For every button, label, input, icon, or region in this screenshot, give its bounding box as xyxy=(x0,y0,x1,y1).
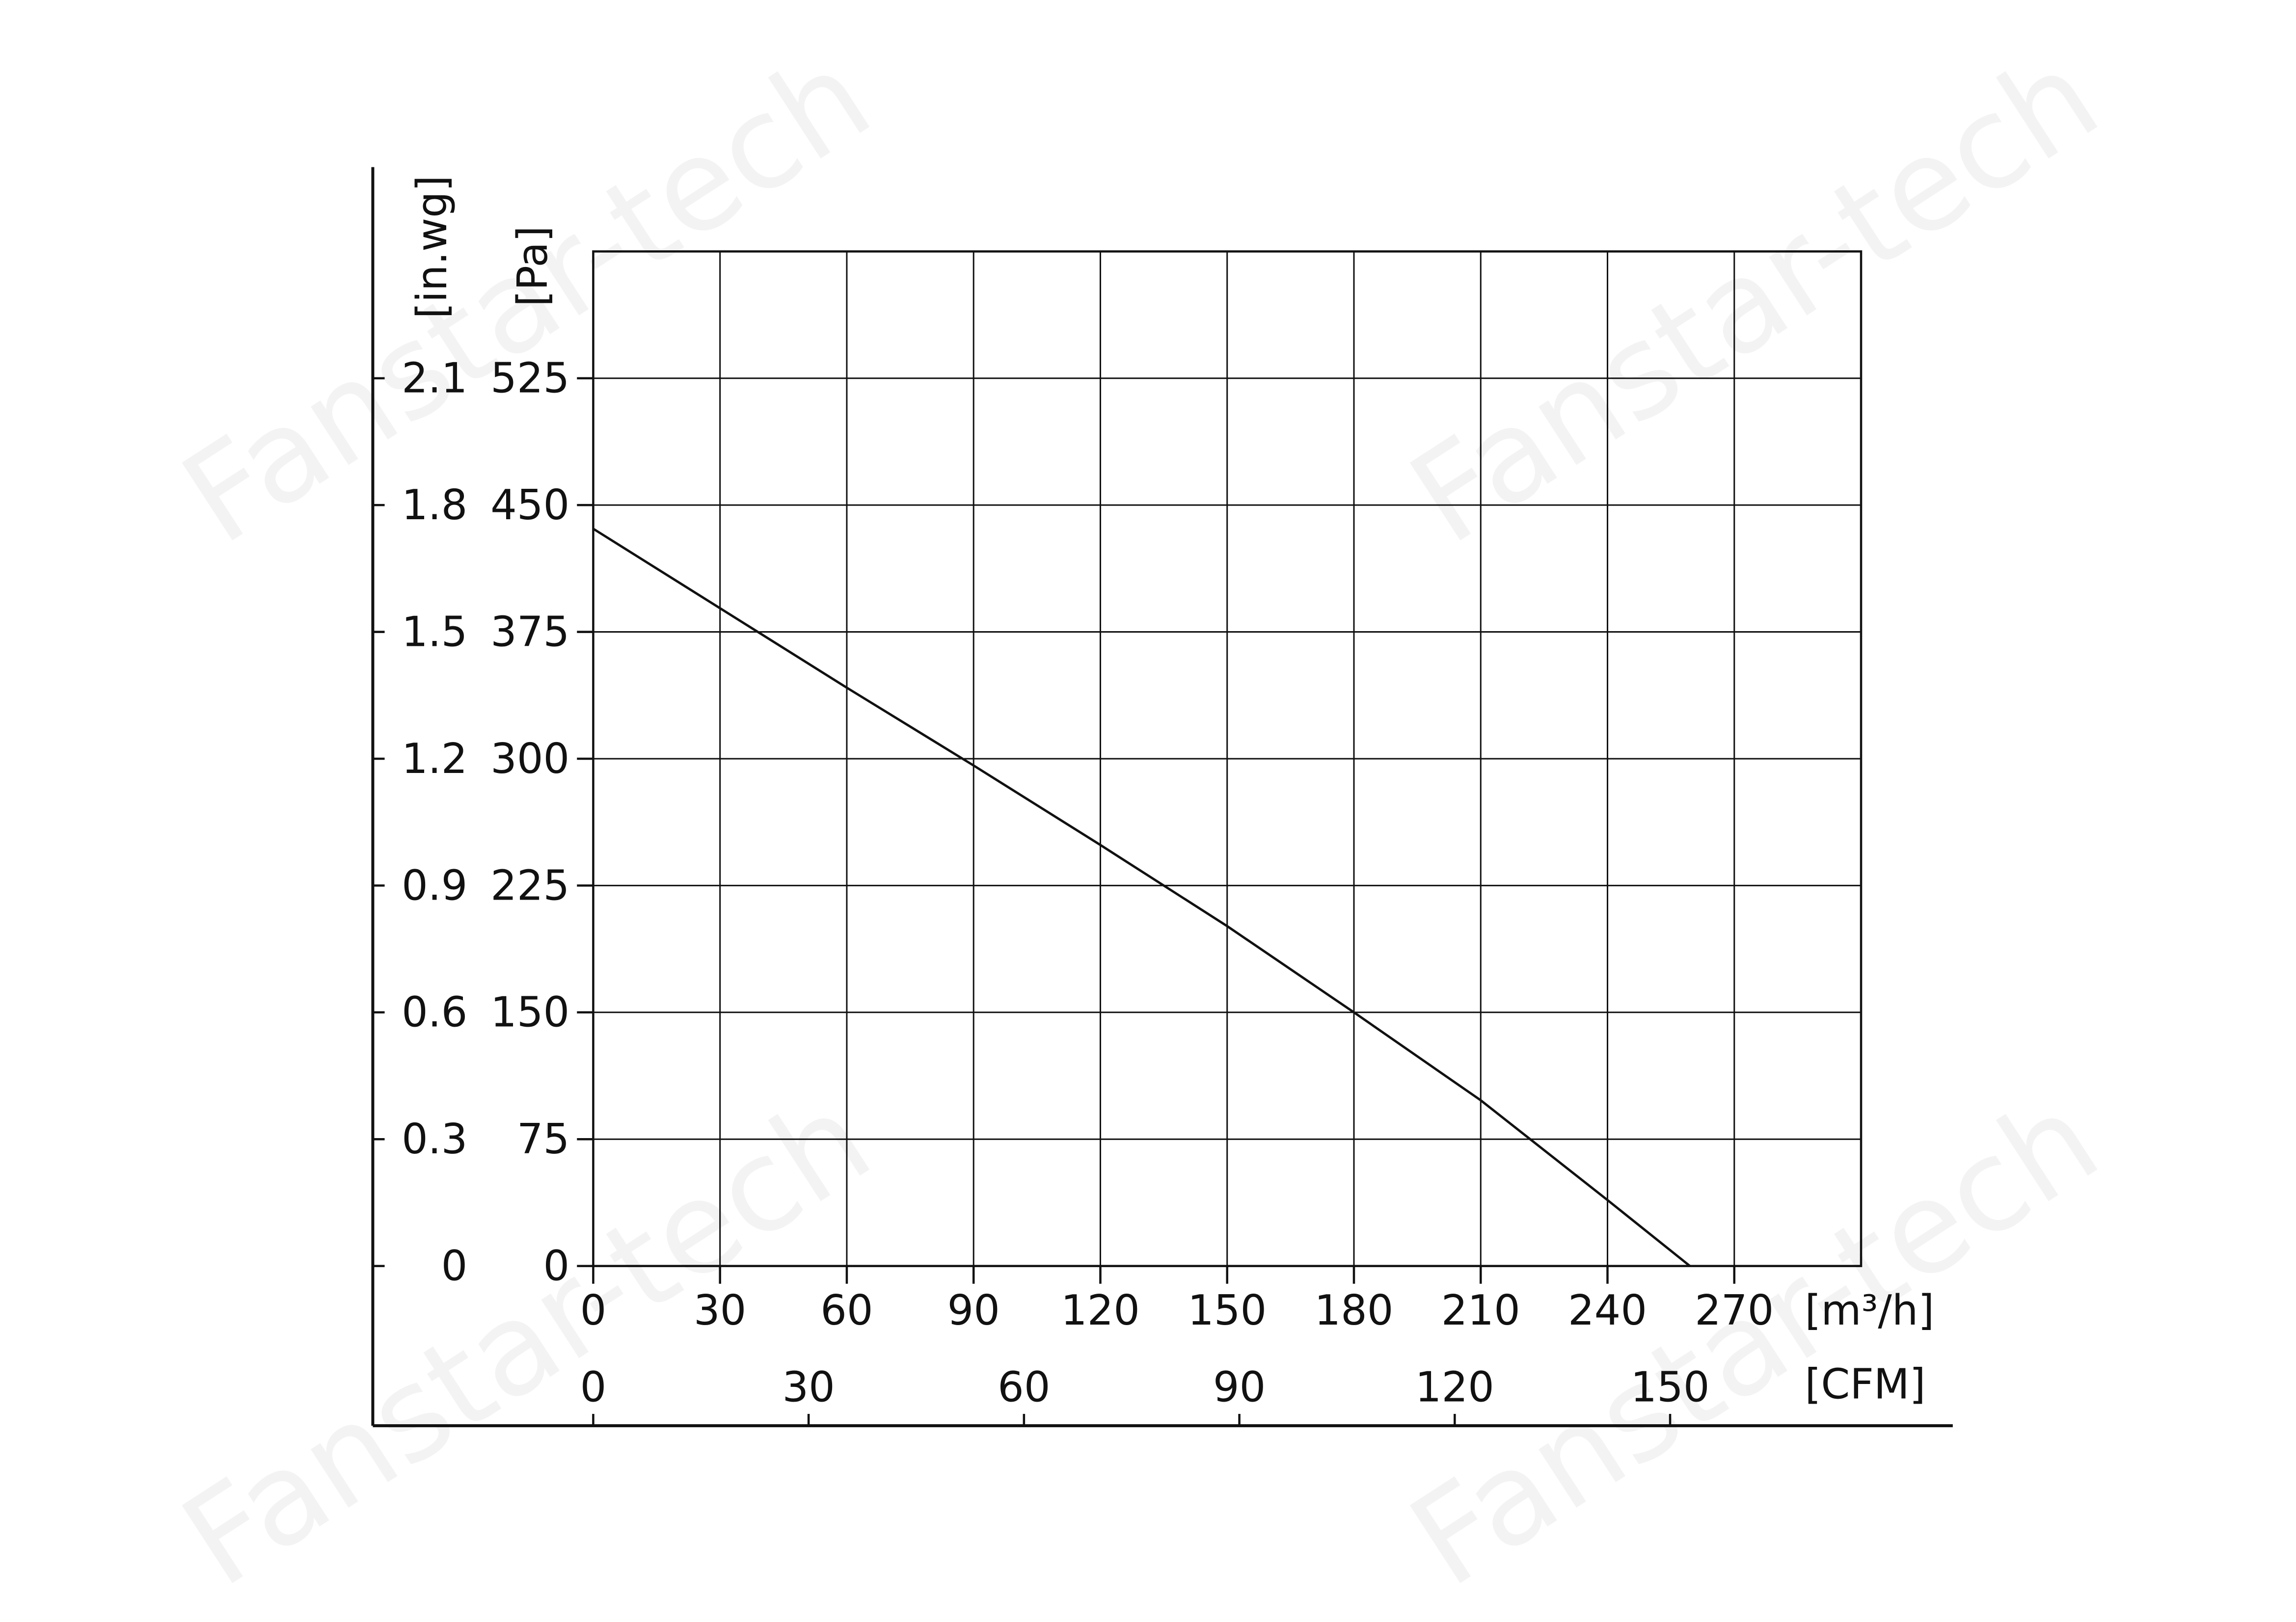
x-tick-label: 270 xyxy=(1695,1286,1774,1334)
x2-tick-label: 30 xyxy=(782,1363,835,1411)
y-tick-label: 525 xyxy=(490,354,569,402)
x-tick-label: 180 xyxy=(1314,1286,1393,1334)
x2-tick-label: 90 xyxy=(1213,1363,1266,1411)
y-tick-label: 225 xyxy=(490,861,569,909)
y-tick-label: 0 xyxy=(543,1242,570,1290)
x2-tick-label: 0 xyxy=(580,1363,607,1411)
y2-tick-label: 1.2 xyxy=(402,735,467,783)
y2-tick-label: 2.1 xyxy=(402,354,467,402)
x-axis-label: [m³/h] xyxy=(1805,1286,1935,1334)
y2-tick-label: 0.3 xyxy=(402,1115,467,1163)
x-tick-label: 120 xyxy=(1061,1286,1140,1334)
x2-tick-label: 60 xyxy=(998,1363,1050,1411)
x-tick-label: 30 xyxy=(694,1286,746,1334)
x-tick-label: 0 xyxy=(580,1286,607,1334)
x-tick-label: 210 xyxy=(1441,1286,1520,1334)
y-tick-label: 450 xyxy=(490,481,569,529)
x2-tick-label: 120 xyxy=(1415,1363,1494,1411)
watermark: Fanstar-tech xyxy=(1386,1065,2123,1616)
curve xyxy=(593,528,1691,1267)
watermark: Fanstar-tech xyxy=(1386,22,2123,573)
y-tick-label: 75 xyxy=(517,1115,569,1163)
y2-tick-label: 0 xyxy=(441,1242,468,1290)
y-tick-label: 150 xyxy=(490,988,569,1037)
y-tick-label: 375 xyxy=(490,608,569,656)
y2-tick-label: 0.6 xyxy=(402,988,467,1037)
x-tick-label: 60 xyxy=(820,1286,873,1334)
y2-tick-label: 1.8 xyxy=(402,481,467,529)
x-tick-label: 240 xyxy=(1568,1286,1647,1334)
y2-tick-label: 1.5 xyxy=(402,608,467,656)
x-tick-label: 90 xyxy=(947,1286,1000,1334)
x2-tick-label: 150 xyxy=(1631,1363,1710,1411)
x-tick-label: 150 xyxy=(1188,1286,1267,1334)
y-tick-label: 300 xyxy=(490,735,569,783)
x2-axis-label: [CFM] xyxy=(1805,1360,1926,1409)
y2-axis-label: [in.wg] xyxy=(408,175,456,319)
y-axis-label: [Pa] xyxy=(509,226,557,307)
y2-tick-label: 0.9 xyxy=(402,861,467,909)
